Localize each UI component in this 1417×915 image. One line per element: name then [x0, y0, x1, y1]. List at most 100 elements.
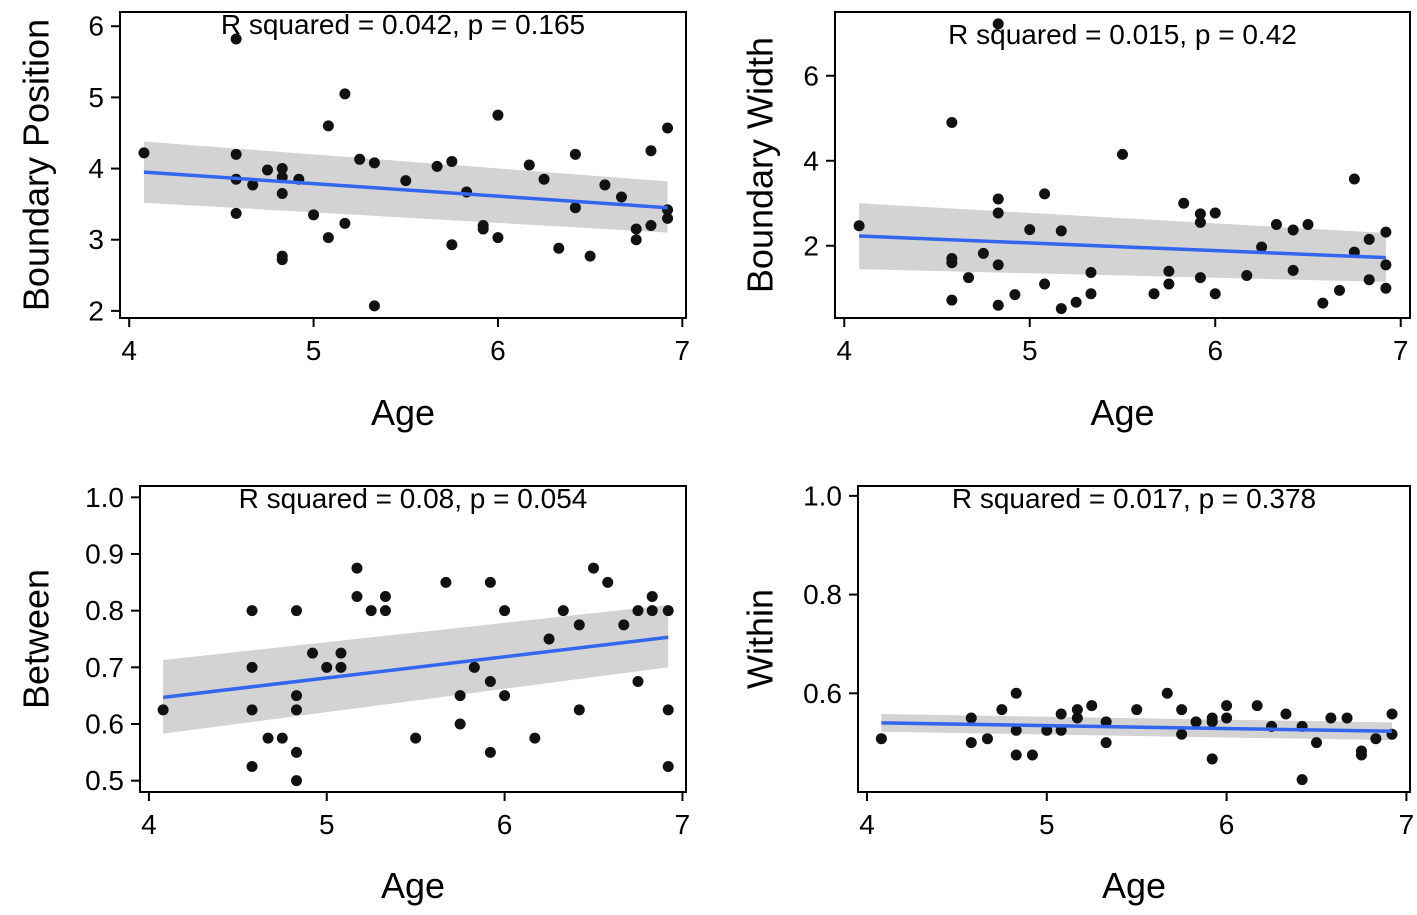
x-tick-label: 6 — [497, 809, 513, 840]
y-tick-label: 6 — [88, 11, 104, 42]
confidence-band — [859, 203, 1386, 282]
data-point — [553, 242, 565, 254]
data-point — [573, 619, 585, 631]
data-point — [499, 690, 511, 702]
x-tick-label: 7 — [1393, 335, 1409, 366]
data-point — [291, 690, 303, 702]
data-point — [484, 676, 496, 687]
y-tick-label: 6 — [803, 60, 819, 91]
data-point — [1363, 233, 1375, 245]
stats-annotation: R squared = 0.017, p = 0.378 — [952, 483, 1316, 514]
data-point — [368, 157, 380, 169]
data-point — [1010, 687, 1022, 699]
plot-frame — [857, 485, 1411, 793]
data-point — [1194, 216, 1206, 228]
data-point — [992, 193, 1004, 205]
data-point — [261, 164, 273, 176]
data-point — [308, 209, 320, 221]
data-point — [138, 147, 150, 159]
data-point — [291, 605, 303, 617]
x-tick-label: 7 — [675, 809, 691, 840]
data-point — [646, 605, 658, 617]
data-point — [1302, 219, 1314, 230]
data-point — [354, 153, 366, 165]
y-axis-title: Within — [740, 589, 781, 689]
data-point — [1206, 753, 1218, 765]
data-point — [573, 704, 585, 716]
data-point — [368, 300, 380, 312]
data-point — [1287, 264, 1299, 276]
data-point — [615, 191, 627, 203]
data-point — [1148, 288, 1160, 300]
data-point — [322, 120, 334, 132]
data-point — [1085, 267, 1097, 279]
plot-frame — [834, 11, 1411, 319]
data-point — [1086, 700, 1098, 712]
y-tick-label: 4 — [88, 153, 104, 184]
data-point — [492, 232, 504, 244]
data-point — [1194, 208, 1206, 220]
data-point — [379, 591, 391, 602]
data-point — [1194, 272, 1206, 284]
y-axis-title: Boundary Position — [16, 19, 57, 311]
data-point — [946, 294, 958, 306]
data-point — [1341, 712, 1353, 724]
data-point — [400, 175, 412, 187]
data-point — [468, 661, 480, 673]
data-point — [529, 732, 541, 744]
data-point — [1100, 737, 1112, 749]
data-point — [1041, 724, 1053, 736]
data-point — [632, 676, 644, 687]
data-point — [630, 223, 642, 235]
data-point — [992, 259, 1004, 271]
data-point — [322, 232, 334, 244]
data-point — [599, 179, 611, 191]
data-point — [1221, 712, 1233, 724]
data-point — [410, 732, 422, 744]
data-point — [1071, 704, 1083, 716]
data-point — [569, 202, 581, 214]
y-tick-label: 1.0 — [85, 482, 124, 513]
x-tick-label: 5 — [306, 335, 322, 366]
data-point — [646, 591, 658, 602]
x-tick-label: 5 — [1022, 335, 1038, 366]
data-point — [1190, 716, 1202, 728]
x-tick-label: 4 — [836, 335, 852, 366]
data-point — [992, 299, 1004, 311]
y-tick-label: 0.7 — [85, 652, 124, 683]
data-point — [1311, 737, 1323, 749]
data-point — [1325, 712, 1337, 724]
data-point — [992, 207, 1004, 219]
data-point — [230, 207, 242, 219]
data-point — [499, 605, 511, 617]
data-point — [431, 160, 443, 172]
data-point — [1256, 241, 1268, 253]
data-point — [965, 737, 977, 749]
regression-line — [859, 234, 1386, 260]
data-point — [477, 223, 489, 235]
data-point — [446, 239, 458, 251]
data-point — [492, 109, 504, 121]
data-point — [662, 122, 674, 134]
regression-line — [143, 170, 668, 210]
data-point — [1296, 774, 1308, 786]
y-tick-label: 4 — [803, 145, 819, 176]
y-tick-label: 0.6 — [803, 678, 842, 709]
panel-within: 4 5 6 7 0.6 0.8 1.0 R squared = 0.017, p = 0.3… — [740, 480, 1415, 906]
x-tick-label: 6 — [490, 335, 506, 366]
x-tick-label: 4 — [859, 809, 875, 840]
stats-annotation: R squared = 0.042, p = 0.165 — [221, 9, 585, 40]
data-point — [645, 219, 657, 231]
y-tick-label: 0.9 — [85, 539, 124, 570]
data-point — [946, 117, 958, 128]
data-point — [291, 775, 303, 787]
data-point — [875, 733, 887, 745]
data-point — [1241, 270, 1253, 281]
data-point — [339, 217, 351, 229]
data-point — [1026, 749, 1038, 761]
x-tick-label: 4 — [141, 809, 157, 840]
data-point — [965, 712, 977, 724]
data-point — [157, 704, 169, 716]
x-axis-title: Age — [381, 865, 445, 906]
